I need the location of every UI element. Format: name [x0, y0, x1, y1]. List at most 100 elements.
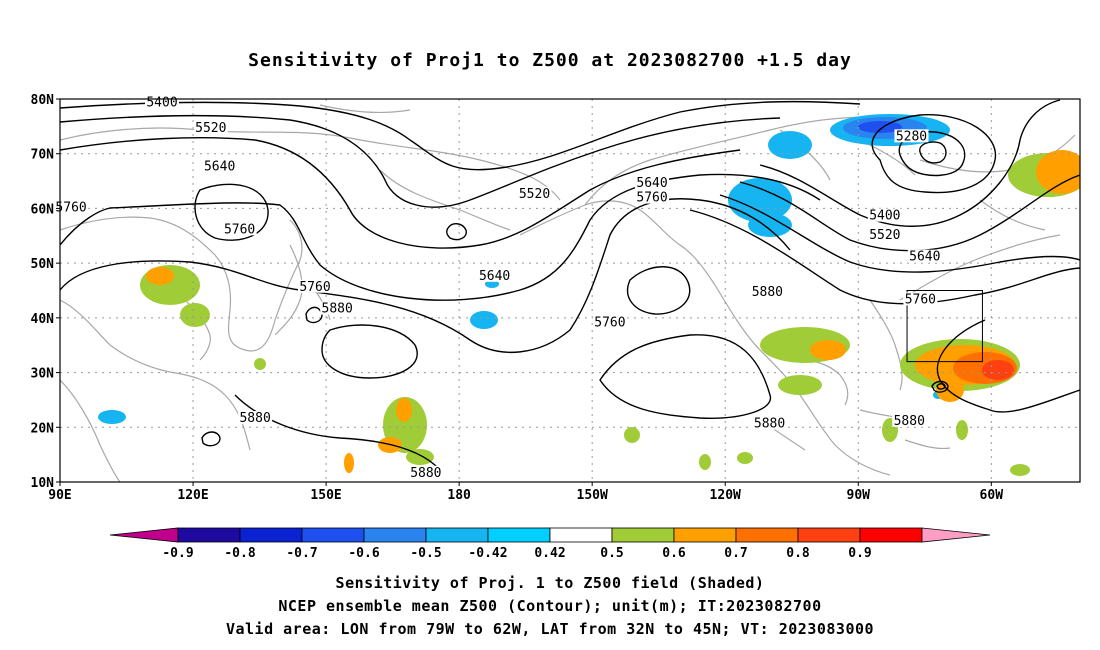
colorbar-label: 0.7 — [724, 546, 747, 561]
caption-contour: NCEP ensemble mean Z500 (Contour); unit(… — [278, 597, 822, 615]
shade-positive — [344, 453, 354, 473]
contour-label-bg — [750, 285, 785, 299]
contour-5880-atlantic — [936, 319, 1080, 413]
contour-label-bg — [635, 190, 670, 204]
contour-small-ring — [305, 306, 323, 324]
shade-positive — [956, 420, 968, 440]
lon-label: 60W — [980, 488, 1004, 503]
plot-frame — [59, 98, 1081, 483]
contour-label: 5760 — [594, 315, 625, 330]
latitude-labels: 80N 70N 60N 50N 40N 30N 20N 10N — [31, 93, 60, 491]
colorbar-label: -0.5 — [410, 546, 441, 561]
shade-positive — [396, 398, 412, 422]
colorbar-box — [301, 527, 365, 543]
contour-label-bg — [54, 200, 89, 214]
caption-valid-area: Valid area: LON from 79W to 62W, LAT fro… — [225, 620, 875, 638]
contour-label-bg — [517, 186, 552, 200]
lon-label: 90E — [48, 488, 71, 503]
contour-small-ring2 — [201, 431, 221, 447]
colorbar-box — [177, 527, 241, 543]
shade-negative — [485, 280, 499, 288]
shade-negative — [858, 121, 902, 133]
contour-label-bg — [752, 416, 787, 430]
shade-positive — [146, 267, 174, 285]
contour-label-bg — [907, 249, 942, 263]
contour-label: 5880 — [410, 466, 441, 481]
contour-label-bg — [408, 465, 443, 479]
shade-positive — [180, 303, 210, 327]
valid-area-box — [906, 290, 983, 363]
contour-5760-east — [689, 209, 1080, 305]
contour-label: 5760 — [636, 191, 667, 206]
contour-ring-5280 — [871, 114, 997, 194]
contour-label-bg — [903, 292, 938, 306]
colorbar-box — [363, 527, 427, 543]
lat-label: 40N — [31, 312, 55, 327]
contour-label: 5400 — [869, 209, 900, 224]
lon-label: 150W — [577, 488, 608, 503]
contour-small-ring3 — [931, 380, 949, 393]
colorbar-label: -0.42 — [468, 546, 507, 561]
lat-label: 30N — [31, 367, 55, 382]
colorbar-label: 0.42 — [534, 546, 565, 561]
colorbar-box — [487, 527, 551, 543]
sensitivity-shading — [98, 114, 1080, 476]
contour-label: 5760 — [905, 292, 936, 307]
contour-label: 5880 — [894, 414, 925, 429]
lat-label: 80N — [31, 93, 55, 108]
colorbar-label: -0.9 — [162, 546, 193, 561]
colorbar-label: 0.5 — [600, 546, 623, 561]
shade-positive — [406, 449, 434, 465]
contour-label-bg — [635, 175, 670, 189]
lon-label: 90W — [847, 488, 871, 503]
contour-label: 5400 — [146, 95, 177, 110]
shade-positive — [810, 340, 846, 360]
colorbar-tri-low — [109, 527, 179, 543]
contour-label-bg — [222, 222, 257, 236]
graticule — [60, 99, 1080, 482]
contour-small-low — [445, 223, 467, 241]
contour-label: 5880 — [752, 285, 783, 300]
contour-label: 5520 — [869, 228, 900, 243]
contour-label-bg — [238, 411, 273, 425]
colorbar-label: 0.8 — [786, 546, 810, 561]
lon-label: 120W — [710, 488, 741, 503]
shade-positive — [982, 360, 1014, 380]
contour-label: 5520 — [519, 187, 550, 202]
contour-label-bg — [592, 315, 627, 329]
contour-label-bg — [193, 121, 228, 135]
contour-label-bg — [867, 227, 902, 241]
contour-5520 — [60, 114, 781, 208]
shade-positive — [624, 427, 640, 443]
contour-label: 5760 — [299, 280, 330, 295]
contour-5640 — [60, 137, 741, 249]
colorbar-tri-high — [921, 527, 991, 543]
contour-label: 5640 — [479, 269, 510, 284]
contour-small-ring4 — [936, 383, 946, 390]
colorbar-box — [673, 527, 737, 543]
contour-label: 5760 — [55, 200, 86, 215]
contour-label-bg — [320, 301, 355, 315]
colorbar-box — [425, 527, 489, 543]
shade-positive — [737, 452, 753, 464]
contour-label: 5640 — [204, 159, 235, 174]
lon-label: 150E — [310, 488, 341, 503]
shade-negative — [98, 410, 126, 424]
contour-label-bg — [298, 279, 332, 293]
contour-label: 5760 — [224, 222, 255, 237]
contour-label: 5880 — [322, 302, 353, 317]
contour-label: 5880 — [239, 411, 270, 426]
colorbar-box — [549, 527, 613, 543]
colorbar-label: 0.6 — [662, 546, 686, 561]
map-title: Sensitivity of Proj1 to Z500 at 20230827… — [248, 50, 852, 71]
contour-5400 — [60, 100, 861, 171]
lat-label: 50N — [31, 257, 55, 272]
colorbar: -0.9 -0.8 -0.7 -0.6 -0.5 -0.42 0.42 0.5 0.6 0.7 0.… — [109, 527, 991, 561]
contour-5400-east — [759, 99, 1061, 227]
contour-label: 5880 — [754, 417, 785, 432]
contour-high-pac — [627, 266, 691, 315]
contour-label: 5640 — [636, 176, 667, 191]
lat-label: 10N — [31, 476, 55, 491]
lon-label: 180 — [447, 488, 471, 503]
